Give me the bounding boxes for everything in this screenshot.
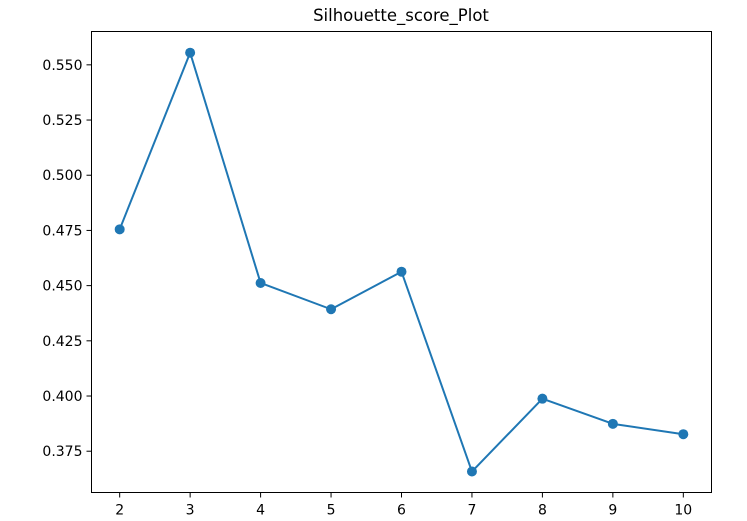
x-tick-label: 7 (467, 503, 476, 519)
x-tick-label: 5 (327, 503, 336, 519)
data-point-marker (255, 277, 266, 288)
x-tick-label: 8 (538, 503, 547, 519)
data-point-marker (185, 47, 196, 58)
axis-ticks: 2 3 4 5 6 7 8 9 10 0.375 0.400 0.425 0.450 0.475 0.500… (42, 58, 692, 519)
series-line (118, 51, 684, 473)
y-tick-label: 0.525 (42, 113, 82, 129)
chart-title: Silhouette_score_Plot (313, 6, 489, 26)
data-point-marker (537, 393, 548, 404)
y-tick-label: 0.400 (42, 389, 82, 405)
data-point-marker (466, 466, 477, 477)
y-tick-label: 0.450 (42, 279, 82, 295)
data-point-marker (678, 429, 689, 440)
data-point-marker (114, 224, 125, 235)
x-tick-label: 4 (256, 503, 265, 519)
plot-area (114, 47, 689, 477)
data-point-marker (396, 266, 407, 277)
y-tick-label: 0.500 (42, 168, 82, 184)
y-tick-label: 0.475 (42, 223, 82, 239)
x-tick-label: 2 (115, 503, 124, 519)
plot-frame (91, 31, 712, 493)
x-tick-label: 9 (608, 503, 617, 519)
y-tick-label: 0.550 (42, 58, 82, 74)
x-tick-label: 10 (674, 503, 692, 519)
y-tick-label: 0.375 (42, 444, 82, 460)
y-tick-label: 0.425 (42, 334, 82, 350)
x-tick-label: 6 (397, 503, 406, 519)
x-tick-label: 3 (186, 503, 195, 519)
data-point-marker (326, 304, 337, 315)
data-point-marker (607, 418, 618, 429)
